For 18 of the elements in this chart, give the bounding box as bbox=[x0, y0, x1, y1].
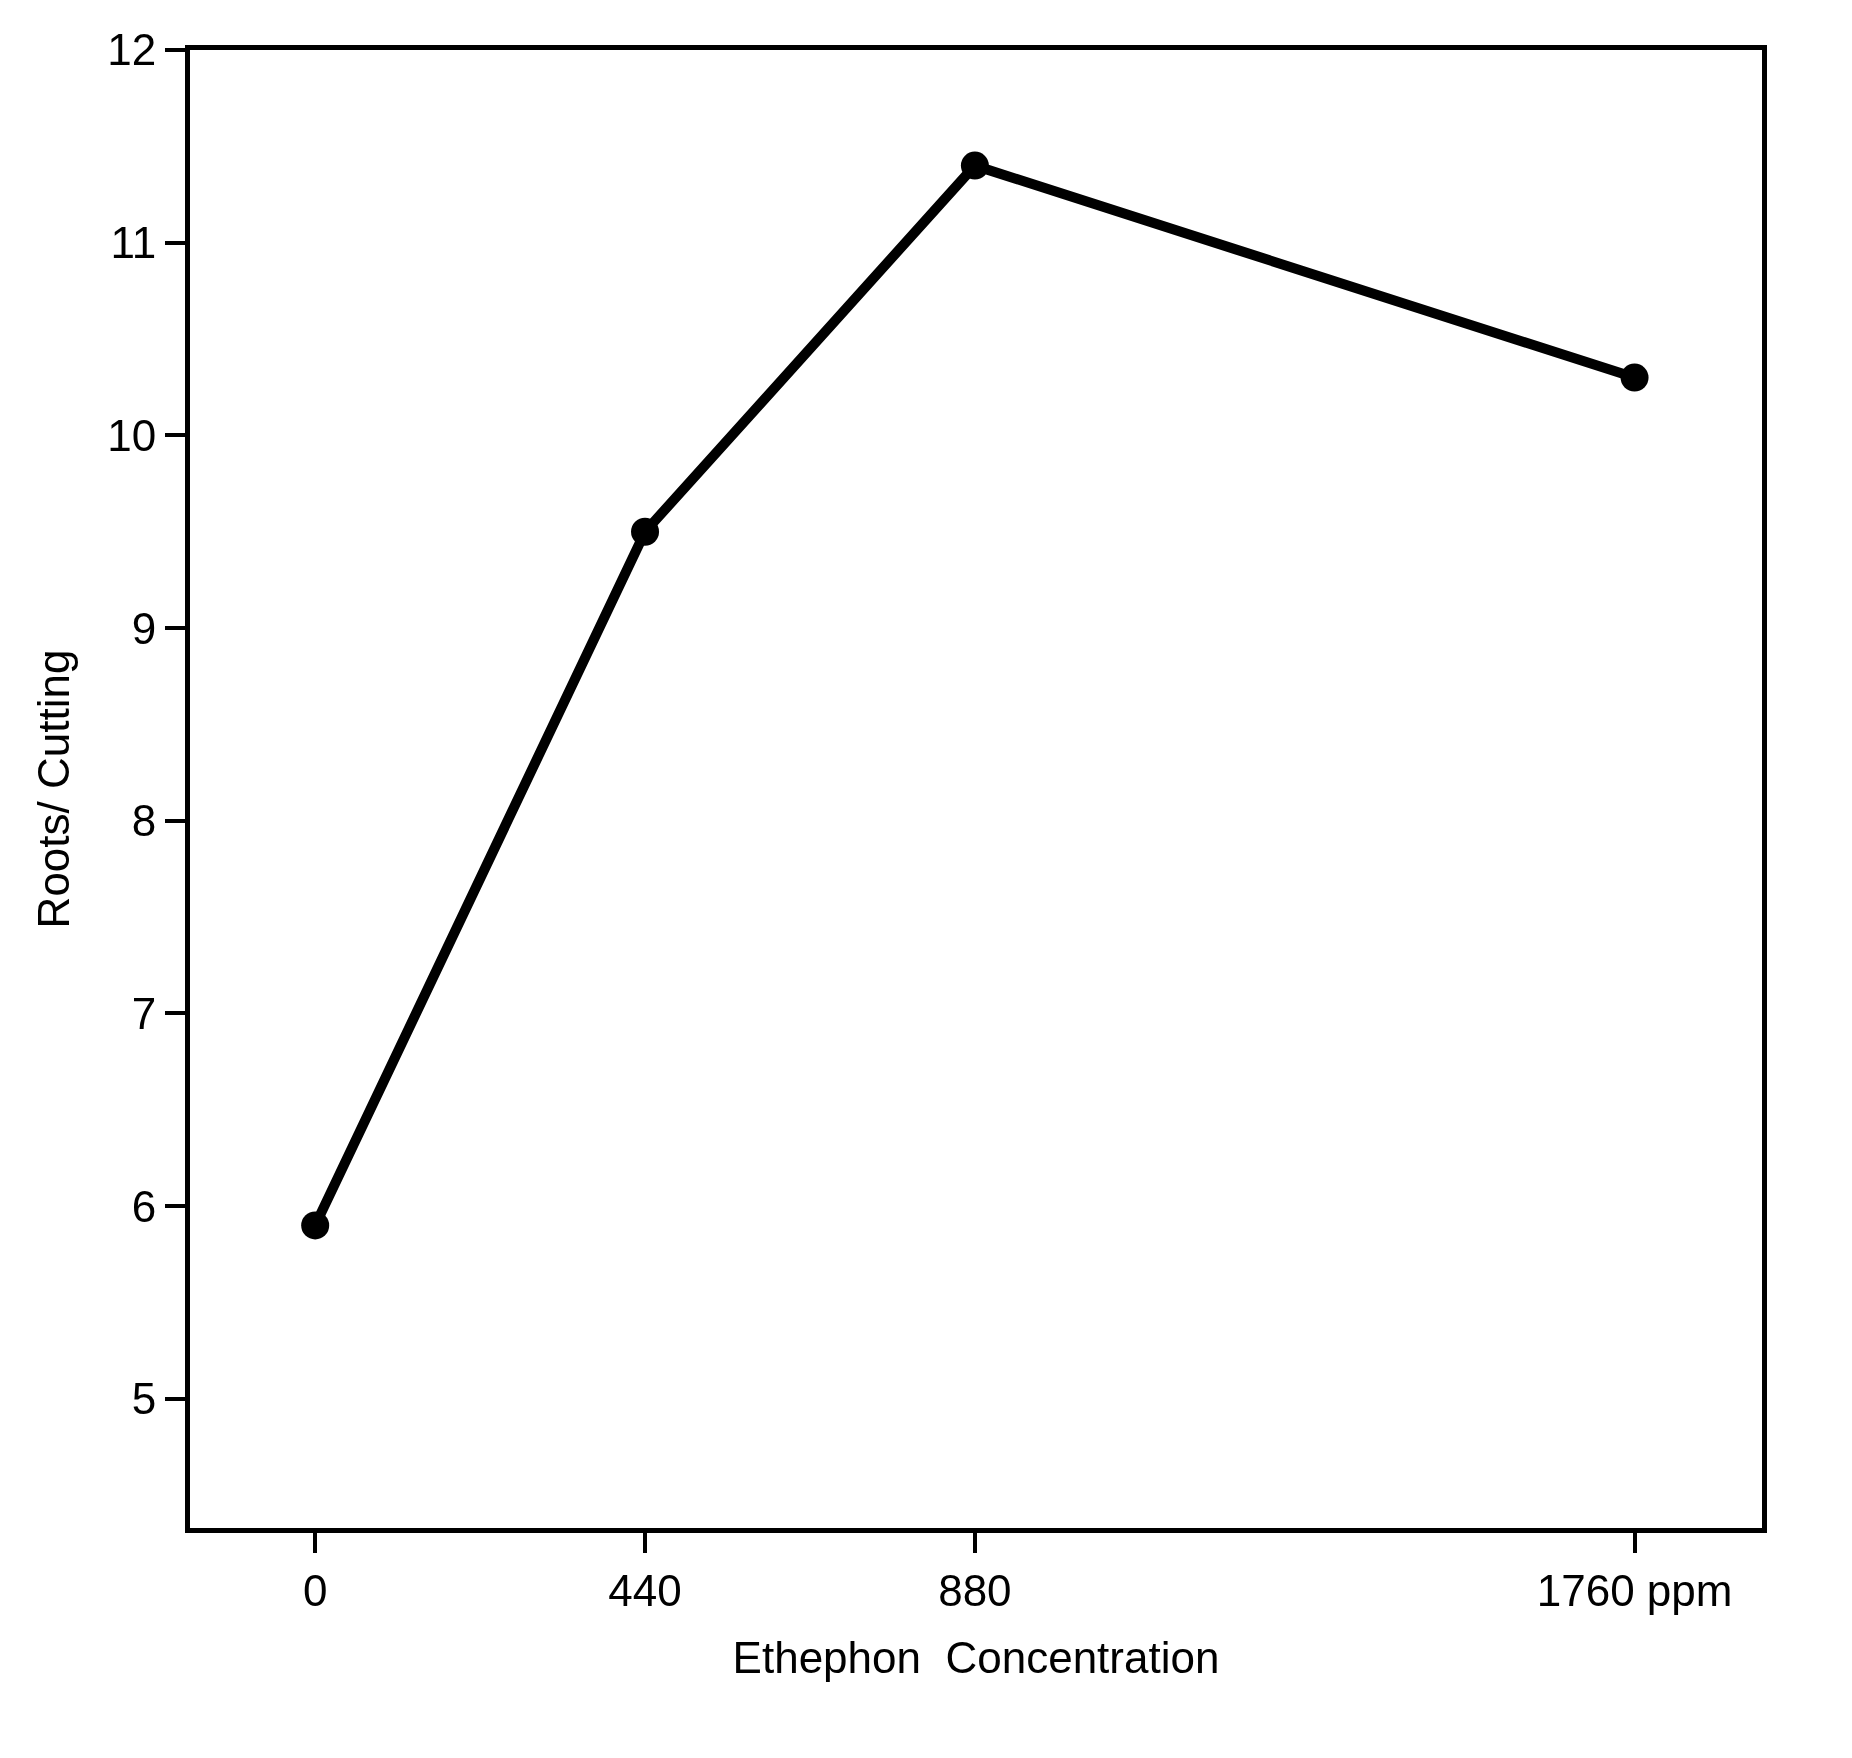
y-tick-label: 12 bbox=[107, 25, 157, 75]
x-tick-label: 440 bbox=[608, 1565, 682, 1615]
point bbox=[1620, 363, 1649, 392]
y-tick-label: 6 bbox=[131, 1181, 157, 1231]
y-tick-label: 5 bbox=[131, 1374, 157, 1424]
x-tick-label: 880 bbox=[938, 1565, 1012, 1615]
y-tick-label: 7 bbox=[131, 988, 157, 1038]
x-tick-label: 1760 ppm bbox=[1536, 1565, 1733, 1615]
y-tick-label: 8 bbox=[131, 796, 157, 846]
y-tick-label: 9 bbox=[131, 603, 157, 653]
x-axis-title: Ethephon Concentration bbox=[732, 1633, 1220, 1683]
point bbox=[960, 151, 989, 180]
point bbox=[631, 517, 660, 546]
point bbox=[301, 1211, 330, 1240]
x-tick-label: 0 bbox=[302, 1565, 328, 1615]
y-tick-label: 10 bbox=[107, 410, 157, 460]
y-tick-label: 11 bbox=[110, 218, 157, 268]
y-axis-title: Roots/ Cutting bbox=[29, 649, 79, 929]
